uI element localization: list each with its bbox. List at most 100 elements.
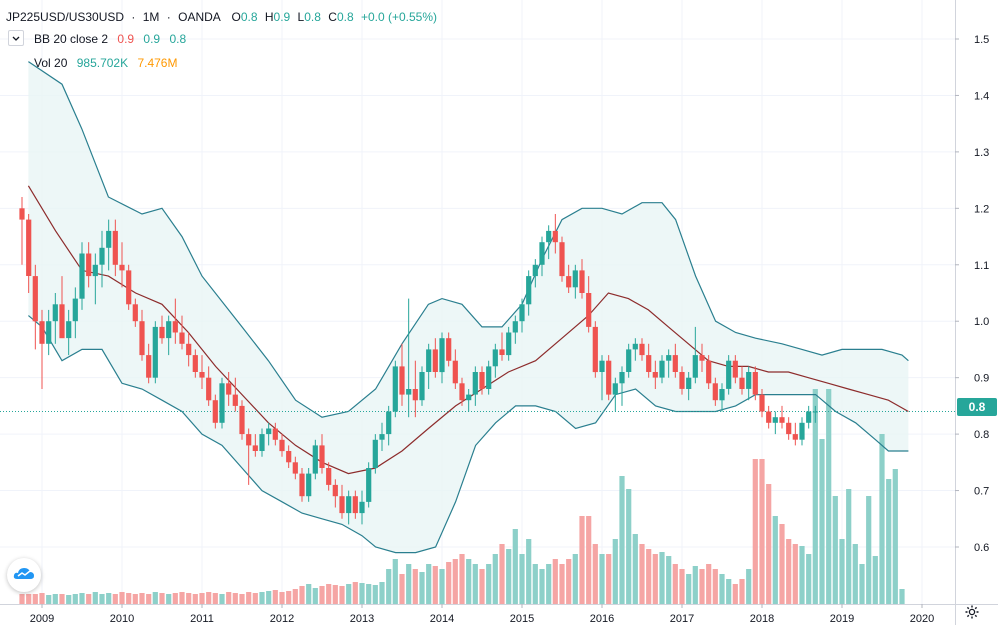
candle-body	[339, 496, 345, 514]
bollinger-band-fill	[28, 61, 909, 553]
interval-label[interactable]: 1M	[142, 10, 160, 24]
volume-bar	[339, 586, 345, 604]
time-tick-label: 2014	[430, 613, 454, 625]
volume-bar	[112, 594, 118, 604]
gear-icon	[964, 604, 980, 625]
candle-body	[179, 332, 185, 344]
candle-body	[319, 445, 325, 468]
volume-bar	[499, 544, 505, 604]
volume-bar	[566, 559, 572, 604]
volume-bar	[606, 554, 612, 604]
candle-body	[499, 349, 505, 355]
candle-body	[86, 253, 92, 277]
price-tick-label: 0.7	[974, 486, 989, 498]
volume-bar	[179, 592, 185, 604]
volume-bar	[526, 539, 532, 604]
candle-body	[306, 473, 312, 497]
candle-body	[72, 298, 78, 322]
candle-body	[552, 230, 558, 243]
candle-body	[66, 321, 72, 339]
chart-settings-button[interactable]	[960, 604, 984, 624]
volume-bar	[626, 489, 632, 604]
candle-body	[79, 253, 85, 299]
candle-body	[599, 360, 605, 372]
collapse-legend-button[interactable]	[8, 30, 24, 46]
candle-body	[479, 372, 485, 389]
candle-body	[232, 394, 238, 406]
candle-body	[712, 383, 718, 401]
candle-body	[139, 321, 145, 356]
candle-body	[186, 343, 192, 356]
candle-body	[19, 208, 25, 220]
volume-bar	[792, 544, 798, 604]
candle-body	[486, 366, 492, 389]
volume-indicator-label[interactable]: Vol 20	[34, 56, 68, 70]
candle-body	[626, 349, 632, 372]
volume-bar	[872, 556, 878, 604]
symbol-name[interactable]: JP225USD/US30USD	[6, 10, 125, 24]
candle-body	[259, 434, 265, 451]
price-tick-label: 1.4	[974, 90, 989, 102]
price-tick-label: 1.3	[974, 147, 989, 159]
volume-bar	[219, 594, 225, 604]
volume-bar	[306, 584, 312, 604]
time-tick-label: 2012	[270, 613, 294, 625]
candle-body	[466, 394, 472, 401]
candle-body	[746, 372, 752, 389]
volume-bar	[432, 566, 438, 604]
volume-bar	[439, 569, 445, 604]
candle-body	[332, 484, 338, 497]
volume-bar	[39, 593, 45, 604]
symbol-row: JP225USD/US30USD · 1M · OANDA O0.8 H0.9 …	[6, 10, 438, 24]
candle-body	[426, 349, 432, 372]
bb-lower-value: 0.8	[169, 32, 187, 46]
volume-bar	[546, 564, 552, 604]
candle-body	[786, 422, 792, 435]
candle-body	[219, 383, 225, 423]
bb-indicator-label[interactable]: BB 20 close 2	[34, 32, 109, 46]
volume-bar	[799, 546, 805, 604]
candle-body	[446, 338, 452, 361]
candle-body	[652, 372, 658, 378]
volume-bar	[466, 559, 472, 604]
volume-bar	[612, 539, 618, 604]
volume-indicator-row[interactable]: Vol 20 985.702K 7.476M	[34, 56, 177, 70]
candle-body	[539, 242, 545, 265]
volume-bar	[66, 595, 72, 604]
candle-body	[646, 355, 652, 372]
volume-bar	[46, 595, 52, 604]
price-tick-label: 1.1	[974, 260, 989, 272]
volume-bar	[206, 592, 212, 604]
candle-body	[192, 355, 198, 372]
candle-body	[152, 326, 158, 378]
candle-body	[392, 366, 398, 412]
volume-bar	[312, 588, 318, 604]
candle-body	[492, 349, 498, 367]
volume-bar	[506, 549, 512, 604]
candle-body	[326, 468, 332, 485]
candle-body	[126, 270, 132, 305]
volume-bar	[79, 593, 85, 604]
candle-body	[372, 439, 378, 468]
candle-body	[739, 377, 745, 389]
volume-bar	[826, 389, 832, 604]
volume-bar	[252, 593, 258, 604]
high-value: 0.9	[273, 10, 291, 24]
volume-bar	[419, 572, 425, 604]
bb-indicator-row[interactable]: BB 20 close 2 0.9 0.9 0.8	[34, 32, 186, 46]
candle-body	[286, 451, 292, 463]
volume-bar	[859, 564, 865, 604]
time-tick-label: 2018	[750, 613, 774, 625]
candle-body	[399, 366, 405, 395]
candle-body	[39, 321, 45, 344]
chart-logo[interactable]	[7, 558, 41, 592]
candle-body	[612, 383, 618, 395]
volume-bar	[52, 594, 58, 604]
close-label: C	[328, 10, 337, 24]
candle-body	[679, 372, 685, 389]
candle-body	[512, 321, 518, 333]
candle-body	[732, 360, 738, 378]
